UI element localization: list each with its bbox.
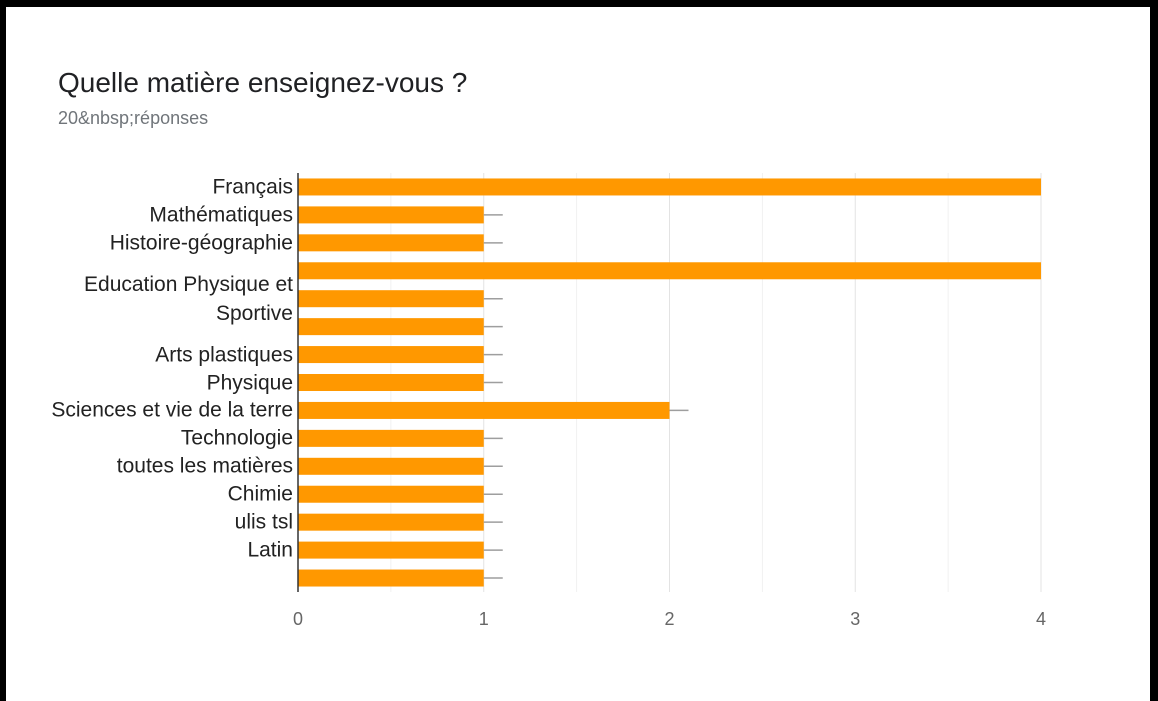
category-label: ulis tsl bbox=[234, 510, 293, 534]
bar bbox=[298, 290, 484, 308]
bar bbox=[298, 401, 670, 419]
category-label: Latin bbox=[247, 538, 293, 562]
category-label: Chimie bbox=[227, 482, 293, 506]
bar bbox=[298, 234, 484, 252]
response-count: 20&nbsp;réponses bbox=[58, 108, 209, 128]
category-label: Français bbox=[212, 175, 293, 199]
category-label: Physique bbox=[206, 371, 293, 394]
category-label: toutes les matières bbox=[116, 454, 293, 478]
category-label: Education Physique et Sportive bbox=[84, 272, 293, 325]
bar bbox=[298, 569, 484, 587]
bar bbox=[298, 318, 484, 336]
x-tick-label: 4 bbox=[1036, 609, 1046, 629]
bar bbox=[298, 541, 484, 559]
bar bbox=[298, 262, 1041, 280]
bar bbox=[298, 513, 484, 531]
category-label: Technologie bbox=[180, 426, 293, 450]
x-tick-label: 1 bbox=[479, 609, 489, 629]
x-tick-label: 3 bbox=[850, 609, 860, 629]
category-label: Histoire-géographie bbox=[109, 231, 293, 255]
category-label: Arts plastiques bbox=[155, 343, 293, 367]
bar bbox=[298, 429, 484, 447]
chart-title: Quelle matière enseignez-vous ? bbox=[58, 67, 468, 98]
category-label: Mathématiques bbox=[149, 203, 293, 227]
bar bbox=[298, 346, 484, 364]
bar bbox=[298, 374, 484, 391]
category-label: Sciences et vie de la terre bbox=[51, 398, 293, 422]
bar bbox=[298, 178, 1041, 196]
x-tick-label: 2 bbox=[664, 609, 674, 629]
x-tick-label: 0 bbox=[293, 609, 303, 629]
bar bbox=[298, 485, 484, 503]
bar bbox=[298, 206, 484, 224]
bar bbox=[298, 457, 484, 475]
